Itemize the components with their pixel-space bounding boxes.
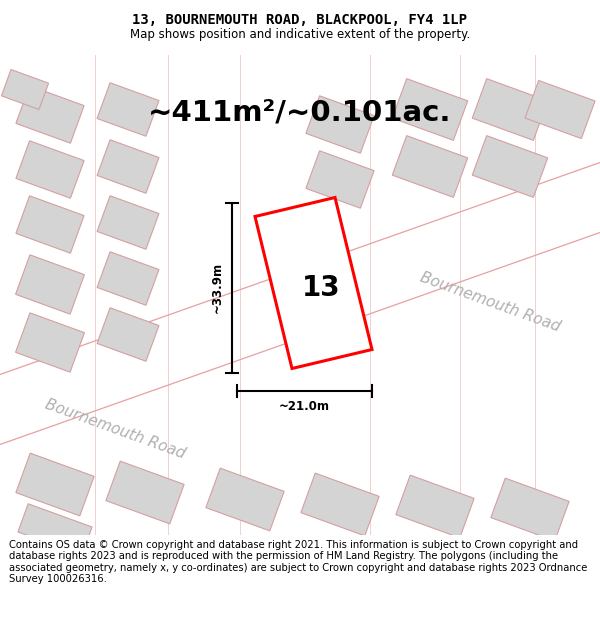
Polygon shape <box>97 82 159 136</box>
Text: Map shows position and indicative extent of the property.: Map shows position and indicative extent… <box>130 28 470 41</box>
Polygon shape <box>0 162 600 444</box>
Polygon shape <box>16 313 85 372</box>
Polygon shape <box>525 81 595 139</box>
Polygon shape <box>491 478 569 541</box>
Polygon shape <box>97 308 159 361</box>
Text: 13: 13 <box>302 274 341 302</box>
Text: 13, BOURNEMOUTH ROAD, BLACKPOOL, FY4 1LP: 13, BOURNEMOUTH ROAD, BLACKPOOL, FY4 1LP <box>133 13 467 27</box>
Text: Bournemouth Road: Bournemouth Road <box>418 270 562 335</box>
Polygon shape <box>472 136 548 198</box>
Polygon shape <box>392 79 468 141</box>
Polygon shape <box>301 473 379 536</box>
Polygon shape <box>16 86 84 143</box>
Polygon shape <box>16 255 85 314</box>
Polygon shape <box>306 96 374 153</box>
Polygon shape <box>97 140 159 193</box>
Text: Contains OS data © Crown copyright and database right 2021. This information is : Contains OS data © Crown copyright and d… <box>9 539 587 584</box>
Polygon shape <box>16 196 84 253</box>
Polygon shape <box>206 468 284 531</box>
Text: ~411m²/~0.101ac.: ~411m²/~0.101ac. <box>148 99 452 126</box>
Text: ~21.0m: ~21.0m <box>279 401 330 414</box>
Polygon shape <box>106 461 184 524</box>
Polygon shape <box>392 136 468 198</box>
Text: Bournemouth Road: Bournemouth Road <box>43 397 187 462</box>
Polygon shape <box>1 69 49 109</box>
Polygon shape <box>16 453 94 516</box>
Polygon shape <box>396 475 474 538</box>
Polygon shape <box>306 151 374 208</box>
Polygon shape <box>97 252 159 305</box>
Polygon shape <box>97 196 159 249</box>
Polygon shape <box>16 141 84 198</box>
Text: ~33.9m: ~33.9m <box>211 262 224 313</box>
Polygon shape <box>472 79 548 141</box>
Polygon shape <box>255 198 372 369</box>
Polygon shape <box>18 504 92 555</box>
